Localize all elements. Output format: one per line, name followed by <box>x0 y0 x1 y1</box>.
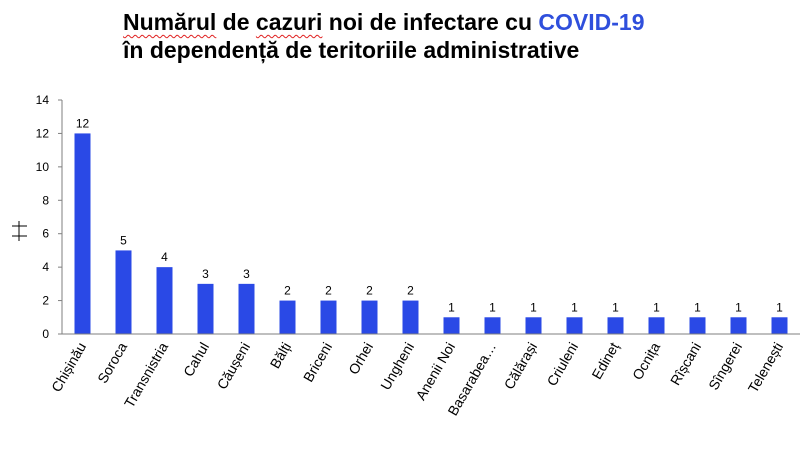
bar <box>402 300 419 334</box>
y-tick-label: 4 <box>42 260 49 274</box>
bar-value-label: 1 <box>448 300 455 314</box>
y-tick-label: 12 <box>36 126 50 140</box>
bar <box>607 317 624 334</box>
x-tick-label: Ungheni <box>377 340 417 393</box>
bar-value-label: 2 <box>325 284 332 298</box>
x-tick-label: Briceni <box>300 340 335 385</box>
chart-title-line1: Numărul de cazuri noi de infectare cu CO… <box>123 8 645 36</box>
y-tick-label: 10 <box>36 160 50 174</box>
x-tick-label: Edineț <box>588 339 622 381</box>
title-words-rest: noi de infectare cu <box>322 9 539 35</box>
x-tick-label: Chișinău <box>48 340 89 395</box>
x-tick-label: Criuleni <box>544 340 582 389</box>
bar-value-label: 3 <box>202 267 209 281</box>
bar-value-label: 3 <box>243 267 250 281</box>
bar-value-label: 4 <box>161 250 168 264</box>
x-tick-label: Soroca <box>94 339 130 386</box>
bar-value-label: 2 <box>366 284 373 298</box>
chart-title: Numărul de cazuri noi de infectare cu CO… <box>123 8 645 64</box>
x-tick-label: Căușeni <box>214 340 254 392</box>
bar-value-label: 1 <box>530 300 537 314</box>
bar <box>525 317 542 334</box>
x-tick-label: Ocnița <box>629 339 663 382</box>
x-tick-label: Telenești <box>745 340 786 396</box>
bar <box>771 317 788 334</box>
x-tick-label: Călărași <box>501 340 541 392</box>
bar-value-label: 2 <box>407 284 414 298</box>
y-tick-label: 14 <box>36 93 50 107</box>
title-word-de: de <box>216 9 256 35</box>
bar <box>238 283 255 334</box>
bar-value-label: 2 <box>284 284 291 298</box>
bar <box>115 250 132 334</box>
bar <box>361 300 378 334</box>
bar-value-label: 1 <box>735 300 742 314</box>
bar-value-label: 5 <box>120 233 127 247</box>
y-tick-label: 2 <box>42 294 49 308</box>
x-tick-label: Anenii Noi <box>412 340 458 403</box>
x-tick-label: Cahul <box>180 340 212 380</box>
bar <box>443 317 460 334</box>
bar <box>320 300 337 334</box>
x-tick-label: Bălți <box>267 340 294 372</box>
bar <box>689 317 706 334</box>
bar-value-label: 1 <box>653 300 660 314</box>
y-tick-label: 8 <box>42 193 49 207</box>
bar-value-label: 1 <box>489 300 496 314</box>
chart-title-line2: în dependență de teritoriile administrat… <box>123 37 580 63</box>
title-covid-accent: COVID-19 <box>538 9 645 35</box>
title-word-cazuri: cazuri <box>255 9 323 35</box>
blank-panel <box>0 424 56 461</box>
y-tick-label: 0 <box>42 327 49 341</box>
data-labels: 12 5 4 3 3 2 2 2 2 1 1 1 1 1 1 1 1 1 <box>76 116 783 314</box>
bars <box>74 133 788 334</box>
bar <box>730 317 747 334</box>
bar <box>197 283 214 334</box>
text-cursor-icon <box>12 221 27 241</box>
x-tick-label: Rîșcani <box>667 340 704 388</box>
bar <box>566 317 583 334</box>
title-word-numarul: Numărul <box>123 9 217 35</box>
bar <box>156 267 173 334</box>
bar <box>74 133 91 334</box>
bar-value-label: 1 <box>776 300 783 314</box>
y-tick-label: 6 <box>42 227 49 241</box>
x-tick-label: Orhei <box>345 340 376 378</box>
y-axis-ticks: 0 2 4 6 8 10 12 14 <box>36 93 62 341</box>
bar-value-label: 1 <box>612 300 619 314</box>
bar-value-label: 1 <box>571 300 578 314</box>
x-tick-label: Sîngerei <box>705 340 745 393</box>
bar <box>484 317 501 334</box>
bar <box>279 300 296 334</box>
bar-value-label: 1 <box>694 300 701 314</box>
bar <box>648 317 665 334</box>
bar-value-label: 12 <box>76 116 90 130</box>
